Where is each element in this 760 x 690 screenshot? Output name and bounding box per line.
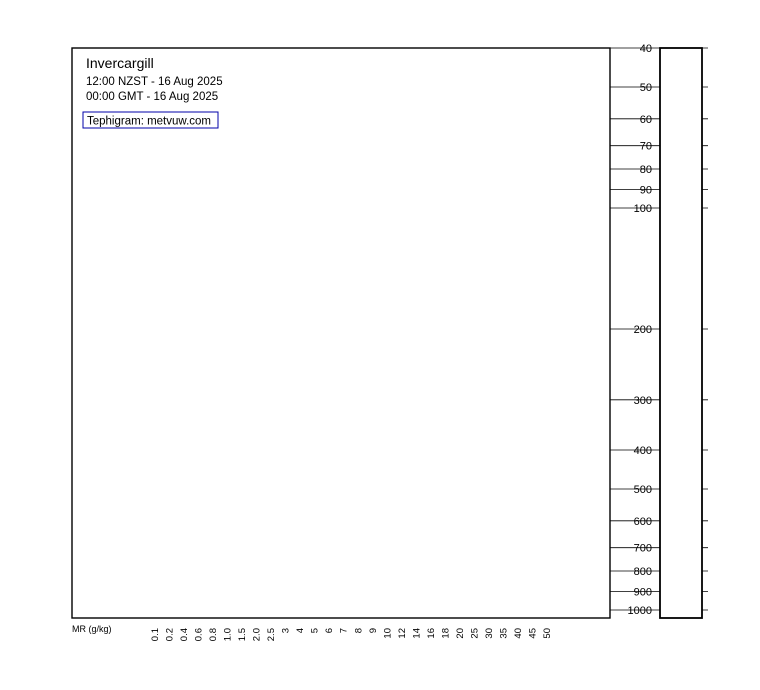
- mixing-ratio-tick-label: 45: [528, 628, 539, 639]
- mixing-ratio-tick-label: 30: [484, 628, 495, 639]
- mixing-ratio-tick-label: 35: [498, 628, 509, 639]
- pressure-label: 900: [634, 587, 652, 599]
- mixing-ratio-tick-label: 1.0: [223, 628, 234, 641]
- mixing-ratio-tick-label: 0.2: [165, 628, 176, 641]
- mixing-ratio-tick-label: 12: [397, 628, 408, 639]
- mixing-ratio-tick-label: 9: [368, 628, 379, 633]
- source-label: Tephigram: metvuw.com: [87, 116, 211, 128]
- source-box: [82, 111, 219, 129]
- mixing-ratio-tick-label: 1.5: [237, 628, 248, 641]
- mixing-ratio-tick-label: 18: [440, 628, 451, 639]
- mixing-ratio-tick-label: 40: [513, 628, 524, 639]
- mixing-ratio-tick-label: 0.8: [208, 628, 219, 641]
- pressure-label: 80: [640, 164, 652, 176]
- pressure-label: 200: [634, 324, 652, 336]
- mixing-ratio-tick-label: 0.6: [194, 628, 205, 641]
- mixing-ratio-tick-label: 16: [426, 628, 437, 639]
- pressure-label: 700: [634, 543, 652, 555]
- station-title: Invercargill: [86, 55, 154, 71]
- mixing-ratio-tick-label: 7: [339, 628, 350, 633]
- mixing-ratio-tick-label: 2.5: [266, 628, 277, 641]
- pressure-label: 90: [640, 185, 652, 197]
- pressure-label: 40: [640, 43, 652, 55]
- mixing-ratio-tick-label: 3: [281, 628, 292, 633]
- pressure-label: 300: [634, 395, 652, 407]
- mixing-ratio-tick-label: 14: [411, 628, 422, 639]
- pressure-label: 50: [640, 82, 652, 94]
- mixing-ratio-tick-label: 10: [382, 628, 393, 639]
- mr-axis-label: MR (g/kg): [72, 624, 112, 634]
- mixing-ratio-tick-label: 20: [455, 628, 466, 639]
- mixing-ratio-tick-label: 0.1: [150, 628, 161, 641]
- pressure-label: 100: [634, 203, 652, 215]
- mixing-ratio-tick-label: 4: [295, 628, 306, 633]
- plot-frame: [71, 47, 611, 619]
- mixing-ratio-tick-label: 50: [542, 628, 553, 639]
- local-time: 12:00 NZST - 16 Aug 2025: [86, 76, 223, 88]
- side-panel: [659, 47, 703, 619]
- mixing-ratio-tick-label: 0.4: [179, 628, 190, 641]
- pressure-label: 70: [640, 141, 652, 153]
- mixing-ratio-tick-label: 25: [469, 628, 480, 639]
- pressure-label: 1000: [628, 605, 652, 617]
- mixing-ratio-tick-label: 6: [324, 628, 335, 633]
- mixing-ratio-axis: 0.1 0.2 0.4 0.6 0.8 1.0 1.5 2.0 2.5 3 4 5 6 7 8 9 10 12 14…: [150, 628, 553, 641]
- pressure-label: 400: [634, 445, 652, 457]
- pressure-label: 800: [634, 566, 652, 578]
- pressure-label: 60: [640, 114, 652, 126]
- mixing-ratio-tick-label: 5: [310, 628, 321, 633]
- mixing-ratio-tick-label: 2.0: [252, 628, 263, 641]
- utc-time: 00:00 GMT - 16 Aug 2025: [86, 91, 218, 103]
- mixing-ratio-tick-label: 8: [353, 628, 364, 633]
- pressure-label: 500: [634, 484, 652, 496]
- pressure-label: 600: [634, 516, 652, 528]
